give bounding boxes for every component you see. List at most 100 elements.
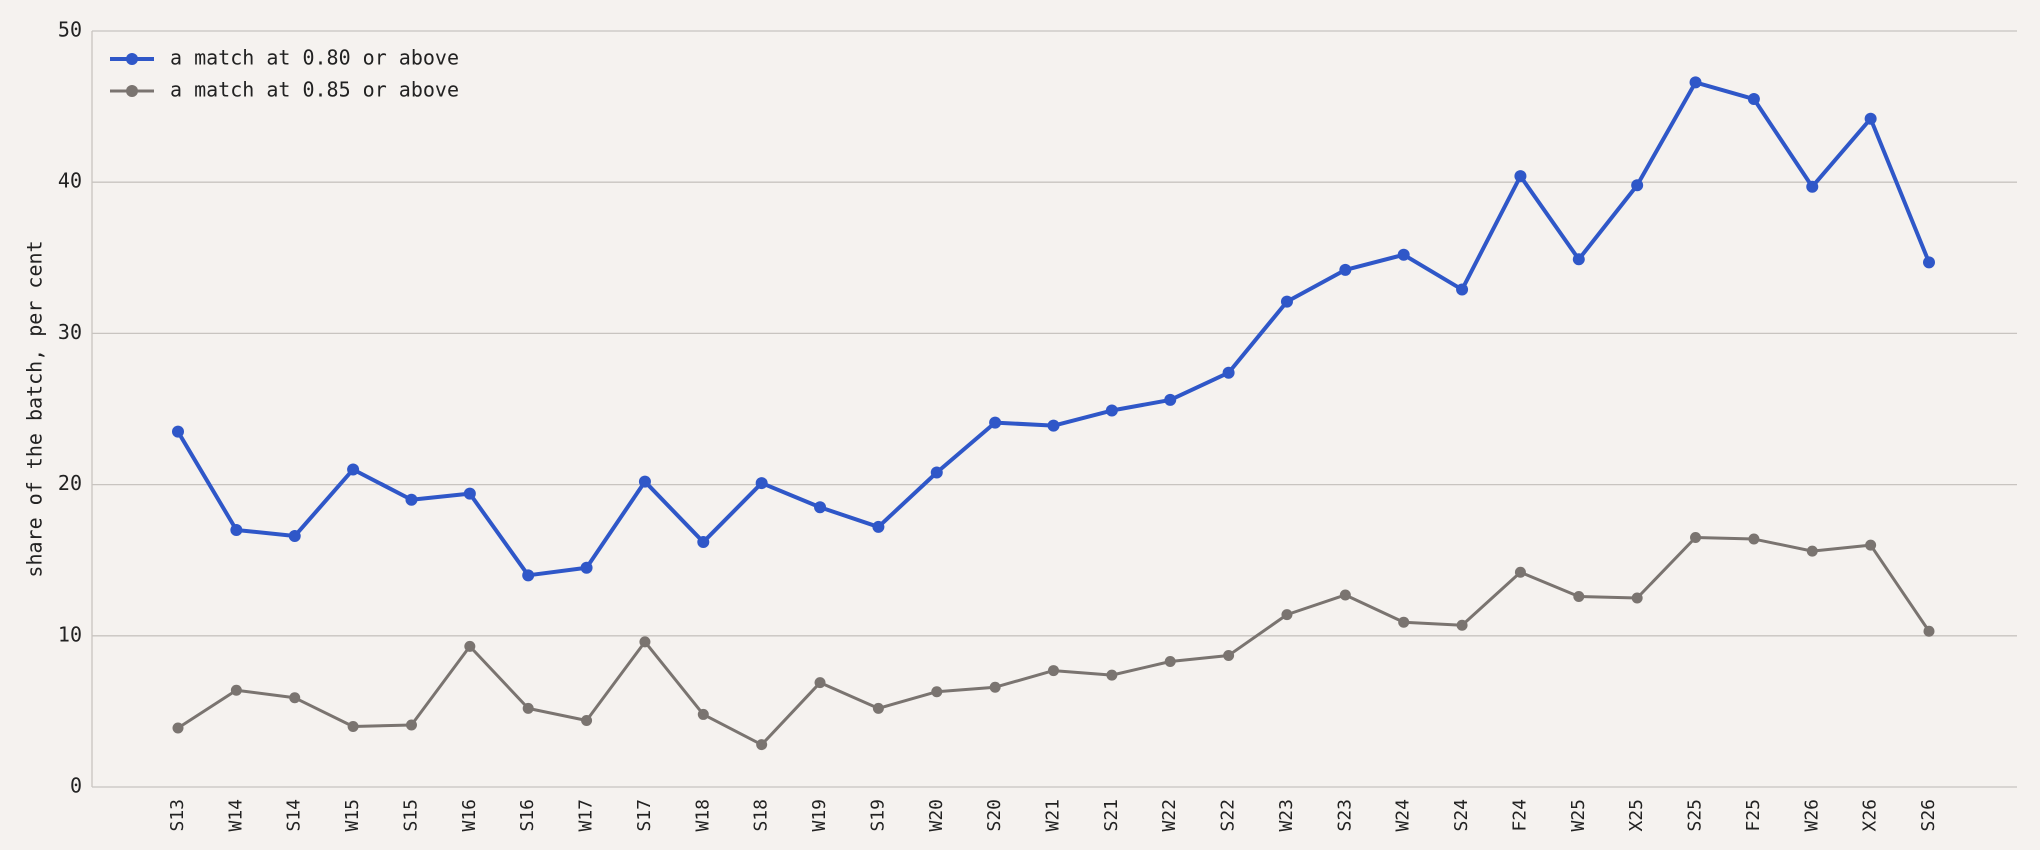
data-point	[288, 530, 301, 543]
data-point	[755, 477, 768, 490]
y-axis-label: share of the batch, per cent	[23, 240, 47, 577]
data-point	[1339, 263, 1352, 276]
x-tick-label: S26	[1918, 799, 1939, 832]
data-point	[1397, 248, 1410, 261]
data-point	[638, 475, 651, 488]
x-tick-label: S22	[1218, 799, 1239, 832]
data-point	[230, 523, 243, 536]
x-tick-label: W22	[1159, 799, 1180, 832]
data-point	[1573, 590, 1585, 602]
data-point	[289, 692, 301, 704]
x-tick-label: W16	[459, 799, 480, 832]
x-tick-label: W23	[1276, 799, 1297, 832]
data-point	[1398, 616, 1410, 628]
data-point	[405, 719, 417, 731]
x-tick-label: W15	[342, 799, 363, 832]
y-tick-label: 10	[58, 622, 82, 646]
y-tick-label: 0	[70, 774, 82, 798]
data-point	[1631, 179, 1644, 192]
data-point	[989, 416, 1002, 429]
data-point	[347, 721, 359, 733]
data-point	[463, 487, 476, 500]
data-point	[756, 739, 768, 751]
data-point	[814, 501, 827, 514]
x-tick-label: S16	[517, 799, 538, 832]
x-tick-label: X26	[1860, 799, 1881, 832]
data-point	[1690, 532, 1702, 544]
x-tick-label: S23	[1334, 799, 1355, 832]
data-point	[1747, 93, 1760, 106]
x-tick-label: W14	[225, 799, 246, 832]
data-point	[522, 702, 534, 714]
data-point	[639, 636, 651, 648]
data-point	[1106, 669, 1118, 681]
data-point	[580, 561, 593, 574]
data-point	[1572, 253, 1585, 266]
data-point	[1923, 625, 1935, 637]
data-point	[522, 569, 535, 582]
data-point	[1339, 589, 1351, 601]
y-tick-label: 20	[58, 471, 82, 495]
data-point	[1281, 609, 1293, 621]
x-tick-label: X25	[1626, 799, 1647, 832]
x-tick-label: S21	[1101, 799, 1122, 832]
data-point	[230, 684, 242, 696]
data-point	[1048, 665, 1059, 677]
x-tick-label: W21	[1043, 799, 1064, 832]
data-point	[1689, 76, 1702, 89]
data-point	[1164, 393, 1177, 406]
legend-marker	[126, 53, 138, 65]
x-tick-label: W20	[926, 799, 947, 832]
data-point	[989, 681, 1001, 693]
x-tick-label: S14	[284, 799, 305, 832]
x-tick-label: W24	[1393, 799, 1414, 832]
data-point	[1456, 283, 1469, 296]
data-point	[931, 686, 943, 698]
legend-label: a match at 0.80 or above	[170, 46, 459, 70]
data-point	[1514, 170, 1527, 183]
data-point	[1280, 295, 1293, 308]
data-point	[1223, 649, 1235, 661]
data-point	[1222, 366, 1235, 379]
y-tick-label: 50	[58, 18, 82, 42]
legend-label: a match at 0.85 or above	[170, 78, 459, 102]
x-tick-label: S17	[634, 799, 655, 832]
data-point	[1631, 592, 1643, 604]
x-tick-label: F25	[1743, 799, 1764, 832]
data-point	[1806, 180, 1819, 193]
x-tick-label: S25	[1685, 799, 1706, 832]
data-point	[172, 425, 184, 438]
legend-marker	[126, 85, 138, 97]
data-point	[872, 520, 885, 533]
data-point	[1864, 112, 1877, 125]
x-tick-label: W18	[692, 799, 713, 832]
data-point	[1105, 404, 1118, 417]
data-point	[1748, 533, 1760, 545]
x-tick-label: S20	[984, 799, 1005, 832]
x-tick-label: S18	[751, 799, 772, 832]
x-tick-label: W26	[1801, 799, 1822, 832]
data-point	[1865, 539, 1877, 551]
x-tick-label: F24	[1509, 799, 1530, 832]
data-point	[464, 640, 476, 652]
data-point	[1923, 256, 1935, 269]
x-tick-label: W19	[809, 799, 830, 832]
data-point	[697, 536, 710, 549]
y-tick-label: 30	[58, 320, 82, 344]
x-tick-label: W17	[576, 799, 597, 832]
data-point	[347, 463, 360, 476]
data-point	[581, 714, 593, 726]
data-point	[1047, 419, 1060, 432]
data-point	[1456, 619, 1468, 631]
data-point	[1806, 545, 1818, 557]
x-tick-label: S19	[867, 799, 888, 832]
data-point	[172, 722, 184, 734]
data-point	[930, 466, 943, 479]
x-tick-label: W25	[1568, 799, 1589, 832]
data-point	[1164, 656, 1176, 668]
x-tick-label: S15	[400, 799, 421, 832]
x-tick-label: S24	[1451, 799, 1472, 832]
x-tick-label: S13	[167, 799, 188, 832]
data-point	[1514, 566, 1526, 578]
